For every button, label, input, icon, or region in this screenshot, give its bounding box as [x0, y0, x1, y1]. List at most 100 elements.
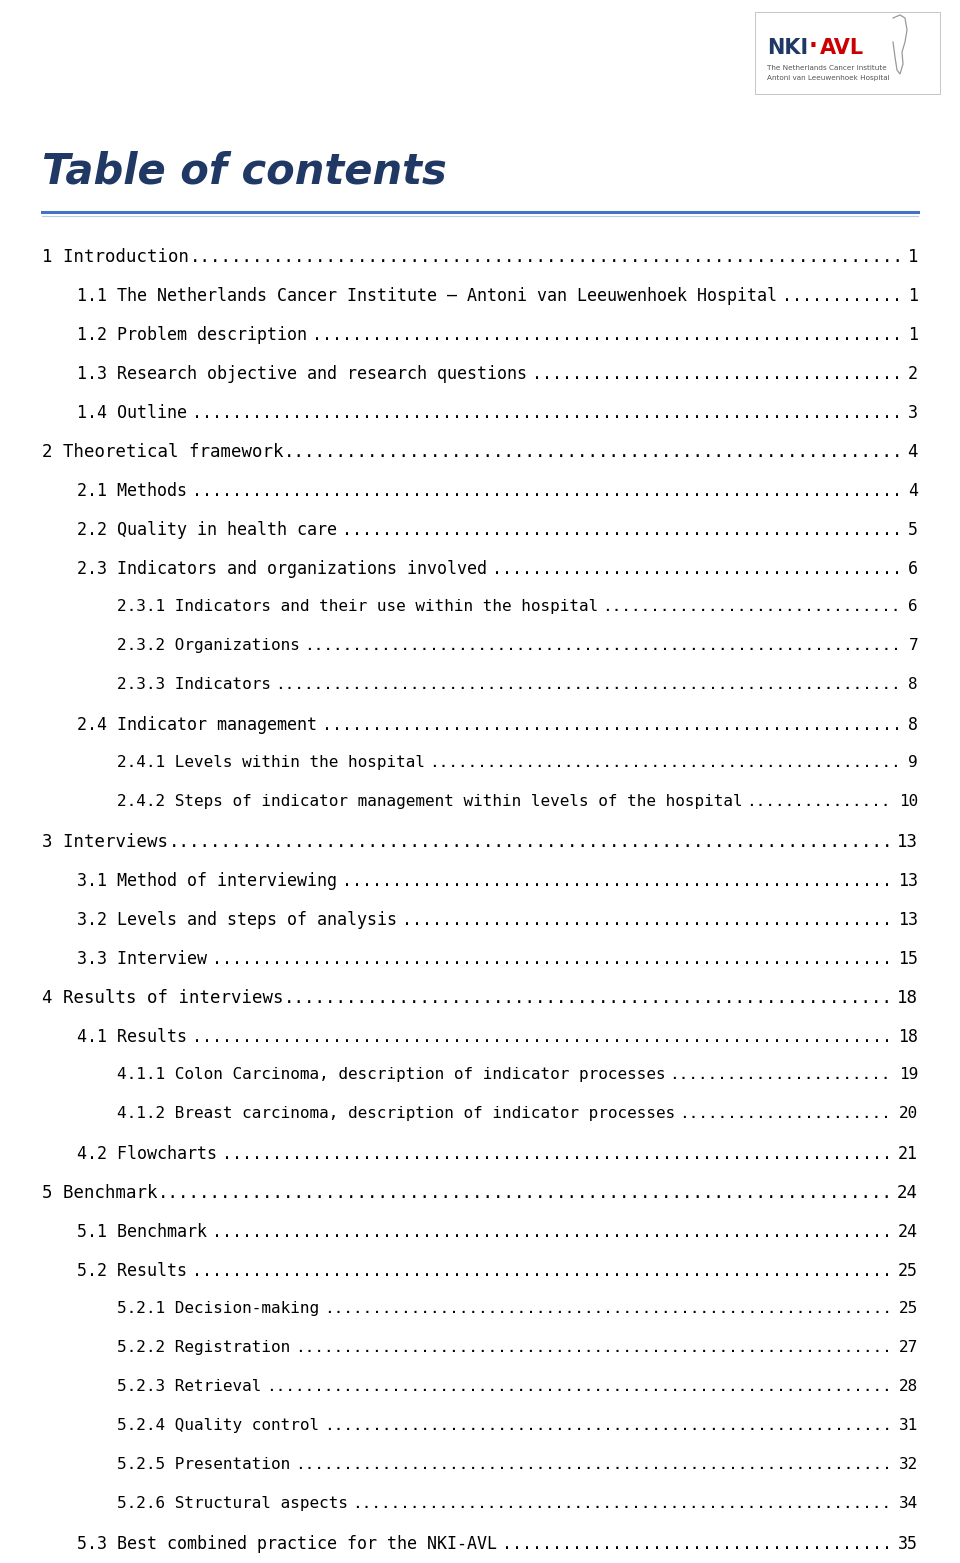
Text: .......................................................................: ........................................…: [191, 481, 901, 500]
Text: 5 Benchmark: 5 Benchmark: [42, 1185, 157, 1202]
Text: 4: 4: [907, 442, 918, 461]
Text: 5.2 Results: 5.2 Results: [77, 1261, 187, 1280]
Text: 6: 6: [908, 560, 918, 578]
Text: ..............................................................: ........................................…: [304, 638, 901, 653]
Text: 2.4.1 Levels within the hospital: 2.4.1 Levels within the hospital: [117, 755, 425, 771]
Text: The Netherlands Cancer Institute: The Netherlands Cancer Institute: [767, 66, 887, 70]
Text: ....................................................................: ........................................…: [211, 1222, 892, 1241]
Text: 4.1.1 Colon Carcinoma, description of indicator processes: 4.1.1 Colon Carcinoma, description of in…: [117, 1068, 665, 1082]
Text: ....................................................................: ........................................…: [211, 950, 892, 967]
Text: AVL: AVL: [820, 38, 864, 58]
Text: .....................................................................: ........................................…: [169, 833, 894, 850]
Text: 8: 8: [908, 677, 918, 692]
Text: 20: 20: [899, 1107, 918, 1121]
Text: 1.3 Research objective and research questions: 1.3 Research objective and research ques…: [77, 366, 527, 383]
Text: .................................................................: ........................................…: [266, 1379, 892, 1394]
Text: 5.2.5 Presentation: 5.2.5 Presentation: [117, 1457, 290, 1472]
Text: 1.1 The Netherlands Cancer Institute – Antoni van Leeuwenhoek Hospital: 1.1 The Netherlands Cancer Institute – A…: [77, 288, 777, 305]
Text: ...............................: ...............................: [602, 599, 900, 614]
Text: .........................................: ........................................…: [492, 560, 901, 578]
Text: 2: 2: [908, 366, 918, 383]
Text: 8: 8: [908, 716, 918, 735]
Text: 25: 25: [898, 1261, 918, 1280]
Text: 2.3.3 Indicators: 2.3.3 Indicators: [117, 677, 271, 692]
Text: 3: 3: [908, 403, 918, 422]
Text: .................................................: ........................................…: [429, 755, 900, 771]
Text: 2.3 Indicators and organizations involved: 2.3 Indicators and organizations involve…: [77, 560, 487, 578]
Bar: [755, 13, 940, 94]
Text: ..............................................................: ........................................…: [295, 1339, 892, 1355]
Text: ·: ·: [809, 34, 818, 58]
Text: 3.3 Interview: 3.3 Interview: [77, 950, 207, 967]
Text: 1.2 Problem description: 1.2 Problem description: [77, 327, 307, 344]
Text: 3 Interviews: 3 Interviews: [42, 833, 168, 850]
Text: 34: 34: [899, 1496, 918, 1511]
Text: 2.1 Methods: 2.1 Methods: [77, 481, 187, 500]
Text: ..........................................................: ........................................…: [284, 989, 893, 1007]
Text: .................................................: ........................................…: [401, 911, 892, 928]
Text: 7: 7: [908, 638, 918, 653]
Text: 2.2 Quality in health care: 2.2 Quality in health care: [77, 520, 337, 539]
Text: .......................................................................: ........................................…: [191, 403, 901, 422]
Text: ......................................................................: ........................................…: [158, 1185, 894, 1202]
Text: 2 Theoretical framework: 2 Theoretical framework: [42, 442, 283, 461]
Text: 1.4 Outline: 1.4 Outline: [77, 403, 187, 422]
Text: 2.4.2 Steps of indicator management within levels of the hospital: 2.4.2 Steps of indicator management with…: [117, 794, 743, 810]
Text: 35: 35: [898, 1535, 918, 1554]
Text: 2.3.2 Organizations: 2.3.2 Organizations: [117, 638, 300, 653]
Text: ....................................................................: ........................................…: [190, 249, 903, 266]
Text: 4: 4: [908, 481, 918, 500]
Text: 4.1 Results: 4.1 Results: [77, 1028, 187, 1046]
Text: ............: ............: [781, 288, 901, 305]
Text: .......................: .......................: [669, 1068, 891, 1082]
Text: 25: 25: [899, 1300, 918, 1316]
Text: 24: 24: [898, 1222, 918, 1241]
Text: ........................................................: ........................................…: [352, 1496, 892, 1511]
Text: 13: 13: [897, 833, 918, 850]
Text: ...........................................................: ........................................…: [284, 442, 903, 461]
Text: 4 Results of interviews: 4 Results of interviews: [42, 989, 283, 1007]
Text: ...................................................................: ........................................…: [222, 1146, 892, 1163]
Text: Antoni van Leeuwenhoek Hospital: Antoni van Leeuwenhoek Hospital: [767, 75, 890, 81]
Text: 2.3.1 Indicators and their use within the hospital: 2.3.1 Indicators and their use within th…: [117, 599, 598, 614]
Text: 10: 10: [899, 794, 918, 810]
Text: 4.2 Flowcharts: 4.2 Flowcharts: [77, 1146, 217, 1163]
Text: 28: 28: [899, 1379, 918, 1394]
Text: 2.4 Indicator management: 2.4 Indicator management: [77, 716, 317, 735]
Text: 1: 1: [907, 249, 918, 266]
Text: 13: 13: [898, 872, 918, 889]
Text: ........................................................: ........................................…: [342, 520, 901, 539]
Text: ..............................................................: ........................................…: [295, 1457, 892, 1472]
Text: 1: 1: [908, 288, 918, 305]
Text: 27: 27: [899, 1339, 918, 1355]
Text: ...........................................................: ........................................…: [324, 1300, 892, 1316]
Text: ......................................................................: ........................................…: [191, 1261, 892, 1280]
Text: .......................................................: ........................................…: [342, 872, 892, 889]
Text: 5.2.6 Structural aspects: 5.2.6 Structural aspects: [117, 1496, 348, 1511]
Text: Table of contents: Table of contents: [42, 150, 446, 192]
Text: 5.2.2 Registration: 5.2.2 Registration: [117, 1339, 290, 1355]
Text: 21: 21: [898, 1146, 918, 1163]
Text: .................................................................: ........................................…: [276, 677, 901, 692]
Text: .......................................: .......................................: [501, 1535, 892, 1554]
Text: 32: 32: [899, 1457, 918, 1472]
Text: 1: 1: [908, 327, 918, 344]
Text: 5.2.4 Quality control: 5.2.4 Quality control: [117, 1418, 319, 1433]
Text: 3.2 Levels and steps of analysis: 3.2 Levels and steps of analysis: [77, 911, 397, 928]
Text: ...........................................................: ........................................…: [311, 327, 901, 344]
Text: ...............: ...............: [746, 794, 891, 810]
Text: 18: 18: [897, 989, 918, 1007]
Text: ......................: ......................: [679, 1107, 891, 1121]
Text: ...........................................................: ........................................…: [324, 1418, 892, 1433]
Text: 9: 9: [908, 755, 918, 771]
Text: 18: 18: [898, 1028, 918, 1046]
Text: NKI: NKI: [767, 38, 808, 58]
Text: 4.1.2 Breast carcinoma, description of indicator processes: 4.1.2 Breast carcinoma, description of i…: [117, 1107, 675, 1121]
Text: 24: 24: [897, 1185, 918, 1202]
Text: 5.2.1 Decision-making: 5.2.1 Decision-making: [117, 1300, 319, 1316]
Text: 5.3 Best combined practice for the NKI-AVL: 5.3 Best combined practice for the NKI-A…: [77, 1535, 497, 1554]
Text: 15: 15: [898, 950, 918, 967]
Text: 5: 5: [908, 520, 918, 539]
Text: 5.1 Benchmark: 5.1 Benchmark: [77, 1222, 207, 1241]
Text: 1 Introduction: 1 Introduction: [42, 249, 189, 266]
